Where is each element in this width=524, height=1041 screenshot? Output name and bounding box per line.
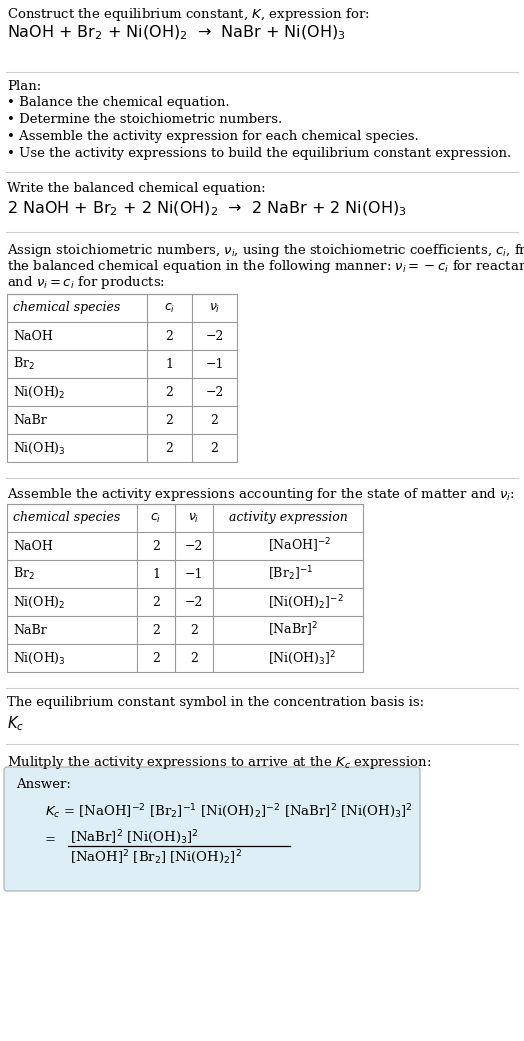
- Text: [Br$_2$]$^{-1}$: [Br$_2$]$^{-1}$: [268, 564, 313, 583]
- Text: 2: 2: [211, 441, 219, 455]
- Text: NaBr: NaBr: [13, 624, 47, 636]
- Text: 2: 2: [152, 539, 160, 553]
- Text: $K_c$: $K_c$: [7, 714, 24, 733]
- Text: −1: −1: [185, 567, 203, 581]
- Text: The equilibrium constant symbol in the concentration basis is:: The equilibrium constant symbol in the c…: [7, 696, 424, 709]
- Text: [NaOH]$^2$ [Br$_2$] [Ni(OH)$_2$]$^2$: [NaOH]$^2$ [Br$_2$] [Ni(OH)$_2$]$^2$: [70, 848, 242, 866]
- Text: Ni(OH)$_2$: Ni(OH)$_2$: [13, 594, 66, 610]
- Text: [NaOH]$^{-2}$: [NaOH]$^{-2}$: [268, 537, 331, 555]
- Bar: [7, 294, 237, 462]
- Text: 1: 1: [166, 357, 173, 371]
- Text: 2: 2: [166, 441, 173, 455]
- Text: Mulitply the activity expressions to arrive at the $K_c$ expression:: Mulitply the activity expressions to arr…: [7, 754, 431, 771]
- Text: Construct the equilibrium constant, $K$, expression for:: Construct the equilibrium constant, $K$,…: [7, 6, 369, 23]
- Text: −2: −2: [185, 539, 203, 553]
- Text: • Determine the stoichiometric numbers.: • Determine the stoichiometric numbers.: [7, 113, 282, 126]
- Text: 2: 2: [152, 595, 160, 609]
- Text: the balanced chemical equation in the following manner: $\nu_i = -c_i$ for react: the balanced chemical equation in the fo…: [7, 258, 524, 275]
- Text: 2: 2: [152, 652, 160, 664]
- Text: activity expression: activity expression: [228, 511, 347, 525]
- Text: 2: 2: [190, 624, 198, 636]
- Text: 2: 2: [190, 652, 198, 664]
- Text: Ni(OH)$_2$: Ni(OH)$_2$: [13, 384, 66, 400]
- Text: • Assemble the activity expression for each chemical species.: • Assemble the activity expression for e…: [7, 130, 419, 143]
- Text: Br$_2$: Br$_2$: [13, 566, 35, 582]
- Text: NaOH: NaOH: [13, 330, 53, 342]
- Text: chemical species: chemical species: [13, 302, 120, 314]
- Text: [NaBr]$^2$ [Ni(OH)$_3$]$^2$: [NaBr]$^2$ [Ni(OH)$_3$]$^2$: [70, 828, 199, 845]
- Text: Assemble the activity expressions accounting for the state of matter and $\nu_i$: Assemble the activity expressions accoun…: [7, 486, 515, 503]
- FancyBboxPatch shape: [4, 767, 420, 891]
- Text: chemical species: chemical species: [13, 511, 120, 525]
- Text: • Balance the chemical equation.: • Balance the chemical equation.: [7, 96, 230, 109]
- Text: $K_c$ = [NaOH]$^{-2}$ [Br$_2$]$^{-1}$ [Ni(OH)$_2$]$^{-2}$ [NaBr]$^2$ [Ni(OH)$_3$: $K_c$ = [NaOH]$^{-2}$ [Br$_2$]$^{-1}$ [N…: [45, 802, 413, 820]
- Text: −2: −2: [205, 330, 224, 342]
- Text: Answer:: Answer:: [16, 778, 71, 791]
- Bar: [7, 504, 363, 672]
- Text: [NaBr]$^2$: [NaBr]$^2$: [268, 620, 318, 639]
- Text: [Ni(OH)$_3$]$^2$: [Ni(OH)$_3$]$^2$: [268, 650, 336, 667]
- Text: NaOH: NaOH: [13, 539, 53, 553]
- Text: −2: −2: [205, 385, 224, 399]
- Text: =: =: [45, 834, 56, 846]
- Text: NaOH + Br$_2$ + Ni(OH)$_2$  →  NaBr + Ni(OH)$_3$: NaOH + Br$_2$ + Ni(OH)$_2$ → NaBr + Ni(O…: [7, 24, 345, 43]
- Text: 2: 2: [166, 385, 173, 399]
- Text: 2 NaOH + Br$_2$ + 2 Ni(OH)$_2$  →  2 NaBr + 2 Ni(OH)$_3$: 2 NaOH + Br$_2$ + 2 Ni(OH)$_2$ → 2 NaBr …: [7, 200, 407, 219]
- Text: 2: 2: [166, 330, 173, 342]
- Text: 1: 1: [152, 567, 160, 581]
- Text: $c_i$: $c_i$: [164, 302, 175, 314]
- Text: Ni(OH)$_3$: Ni(OH)$_3$: [13, 440, 66, 456]
- Text: −1: −1: [205, 357, 224, 371]
- Text: • Use the activity expressions to build the equilibrium constant expression.: • Use the activity expressions to build …: [7, 147, 511, 160]
- Text: 2: 2: [152, 624, 160, 636]
- Text: Plan:: Plan:: [7, 80, 41, 93]
- Text: Br$_2$: Br$_2$: [13, 356, 35, 372]
- Text: and $\nu_i = c_i$ for products:: and $\nu_i = c_i$ for products:: [7, 274, 165, 291]
- Text: NaBr: NaBr: [13, 413, 47, 427]
- Text: $\nu_i$: $\nu_i$: [209, 302, 220, 314]
- Text: Assign stoichiometric numbers, $\nu_i$, using the stoichiometric coefficients, $: Assign stoichiometric numbers, $\nu_i$, …: [7, 242, 524, 259]
- Text: Write the balanced chemical equation:: Write the balanced chemical equation:: [7, 182, 266, 195]
- Text: −2: −2: [185, 595, 203, 609]
- Text: $\nu_i$: $\nu_i$: [188, 511, 200, 525]
- Text: 2: 2: [211, 413, 219, 427]
- Text: Ni(OH)$_3$: Ni(OH)$_3$: [13, 651, 66, 665]
- Text: $c_i$: $c_i$: [150, 511, 161, 525]
- Text: [Ni(OH)$_2$]$^{-2}$: [Ni(OH)$_2$]$^{-2}$: [268, 593, 344, 611]
- Text: 2: 2: [166, 413, 173, 427]
